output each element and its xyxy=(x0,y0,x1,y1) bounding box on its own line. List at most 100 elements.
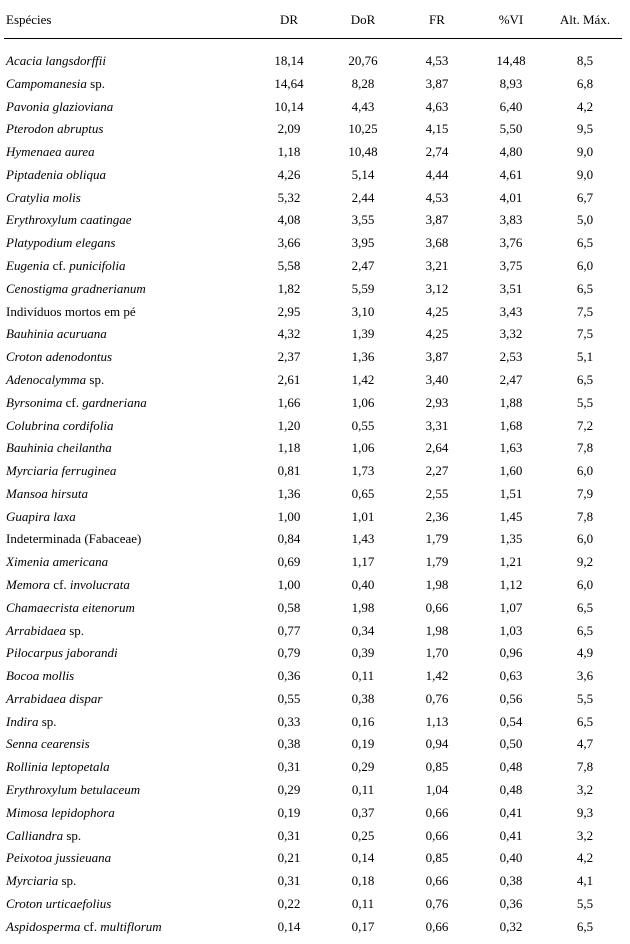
table-row: Colubrina cordifolia1,200,553,311,687,2 xyxy=(4,414,622,437)
cell-dor: 0,19 xyxy=(326,733,400,756)
cell-dr: 0,31 xyxy=(252,756,326,779)
cell-dr: 0,69 xyxy=(252,551,326,574)
table-row: Byrsonima cf. gardneriana1,661,062,931,8… xyxy=(4,391,622,414)
species-name: Byrsonima cf. gardneriana xyxy=(4,391,252,414)
cell-alt: 9,3 xyxy=(548,801,622,824)
cell-alt: 4,9 xyxy=(548,642,622,665)
cell-vi: 0,41 xyxy=(474,801,548,824)
species-name: Calliandra sp. xyxy=(4,824,252,847)
cell-vi: 0,32 xyxy=(474,915,548,938)
cell-dr: 0,14 xyxy=(252,915,326,938)
cell-fr: 0,66 xyxy=(400,870,474,893)
cell-alt: 6,5 xyxy=(548,277,622,300)
cell-fr: 3,21 xyxy=(400,255,474,278)
cell-dr: 1,36 xyxy=(252,482,326,505)
col-dr: DR xyxy=(252,6,326,39)
cell-dr: 0,19 xyxy=(252,801,326,824)
cell-dor: 5,14 xyxy=(326,164,400,187)
cell-alt: 8,5 xyxy=(548,39,622,73)
table-row: Calliandra sp.0,310,250,660,413,2 xyxy=(4,824,622,847)
cell-fr: 3,87 xyxy=(400,72,474,95)
cell-dor: 10,25 xyxy=(326,118,400,141)
cell-dor: 0,11 xyxy=(326,665,400,688)
species-name: Memora cf. involucrata xyxy=(4,574,252,597)
cell-dor: 0,38 xyxy=(326,687,400,710)
cell-vi: 4,80 xyxy=(474,141,548,164)
cell-dor: 1,39 xyxy=(326,323,400,346)
cell-vi: 6,40 xyxy=(474,95,548,118)
cell-alt: 3,2 xyxy=(548,779,622,802)
cell-fr: 3,40 xyxy=(400,369,474,392)
cell-fr: 3,87 xyxy=(400,346,474,369)
cell-vi: 1,63 xyxy=(474,437,548,460)
cell-fr: 1,13 xyxy=(400,710,474,733)
species-name: Pilocarpus jaborandi xyxy=(4,642,252,665)
cell-alt: 7,8 xyxy=(548,437,622,460)
cell-dor: 1,42 xyxy=(326,369,400,392)
cell-dor: 0,16 xyxy=(326,710,400,733)
cell-dor: 2,44 xyxy=(326,186,400,209)
table-row: Adenocalymma sp.2,611,423,402,476,5 xyxy=(4,369,622,392)
cell-dor: 0,11 xyxy=(326,893,400,916)
table-row: Erythroxylum betulaceum0,290,111,040,483… xyxy=(4,779,622,802)
cell-dor: 1,98 xyxy=(326,596,400,619)
cell-fr: 0,66 xyxy=(400,824,474,847)
cell-dor: 1,17 xyxy=(326,551,400,574)
table-row: Cratylia molis5,322,444,534,016,7 xyxy=(4,186,622,209)
cell-fr: 0,66 xyxy=(400,915,474,938)
cell-dor: 0,39 xyxy=(326,642,400,665)
table-row: Chamaecrista eitenorum0,581,980,661,076,… xyxy=(4,596,622,619)
table-row: Platypodium elegans3,663,953,683,766,5 xyxy=(4,232,622,255)
species-name: Mansoa hirsuta xyxy=(4,482,252,505)
cell-fr: 4,53 xyxy=(400,186,474,209)
table-row: Bauhinia cheilantha1,181,062,641,637,8 xyxy=(4,437,622,460)
species-name: Arrabidaea dispar xyxy=(4,687,252,710)
cell-dr: 3,66 xyxy=(252,232,326,255)
table-row: Acacia langsdorffii18,1420,764,5314,488,… xyxy=(4,39,622,73)
cell-fr: 0,94 xyxy=(400,733,474,756)
table-row: Campomanesia sp.14,648,283,878,936,8 xyxy=(4,72,622,95)
cell-dor: 10,48 xyxy=(326,141,400,164)
table-row: Eugenia cf. punicifolia5,582,473,213,756… xyxy=(4,255,622,278)
cell-dor: 1,73 xyxy=(326,460,400,483)
species-table-page: Espécies DR DoR FR %VI Alt. Máx. Acacia … xyxy=(0,0,630,944)
table-row: Indira sp.0,330,161,130,546,5 xyxy=(4,710,622,733)
species-name: Mimosa lepidophora xyxy=(4,801,252,824)
table-row: Guapira laxa1,001,012,361,457,8 xyxy=(4,505,622,528)
cell-vi: 1,07 xyxy=(474,596,548,619)
cell-alt: 4,2 xyxy=(548,95,622,118)
cell-dor: 0,65 xyxy=(326,482,400,505)
table-row: Ximenia americana0,691,171,791,219,2 xyxy=(4,551,622,574)
cell-vi: 0,50 xyxy=(474,733,548,756)
species-name: Hymenaea aurea xyxy=(4,141,252,164)
table-row: Piptadenia obliqua4,265,144,444,619,0 xyxy=(4,164,622,187)
cell-alt: 7,9 xyxy=(548,482,622,505)
cell-vi: 0,40 xyxy=(474,847,548,870)
cell-alt: 6,5 xyxy=(548,232,622,255)
cell-dr: 1,82 xyxy=(252,277,326,300)
cell-dr: 1,66 xyxy=(252,391,326,414)
cell-alt: 5,5 xyxy=(548,391,622,414)
cell-alt: 3,2 xyxy=(548,824,622,847)
cell-dor: 0,37 xyxy=(326,801,400,824)
cell-dr: 1,20 xyxy=(252,414,326,437)
cell-fr: 0,76 xyxy=(400,687,474,710)
table-row: Croton urticaefolius0,220,110,760,365,5 xyxy=(4,893,622,916)
cell-fr: 2,55 xyxy=(400,482,474,505)
cell-vi: 3,83 xyxy=(474,209,548,232)
cell-alt: 9,0 xyxy=(548,141,622,164)
table-row: Mimosa lepidophora0,190,370,660,419,3 xyxy=(4,801,622,824)
cell-dor: 0,29 xyxy=(326,756,400,779)
species-name: Colubrina cordifolia xyxy=(4,414,252,437)
cell-dor: 1,06 xyxy=(326,391,400,414)
species-name: Croton urticaefolius xyxy=(4,893,252,916)
species-name: Croton adenodontus xyxy=(4,346,252,369)
species-name: Cratylia molis xyxy=(4,186,252,209)
table-row: Indeterminada (Fabaceae)0,841,431,791,35… xyxy=(4,528,622,551)
table-row: Pterodon abruptus2,0910,254,155,509,5 xyxy=(4,118,622,141)
cell-fr: 4,25 xyxy=(400,323,474,346)
cell-alt: 5,5 xyxy=(548,687,622,710)
cell-vi: 3,32 xyxy=(474,323,548,346)
cell-vi: 0,54 xyxy=(474,710,548,733)
cell-dr: 14,64 xyxy=(252,72,326,95)
